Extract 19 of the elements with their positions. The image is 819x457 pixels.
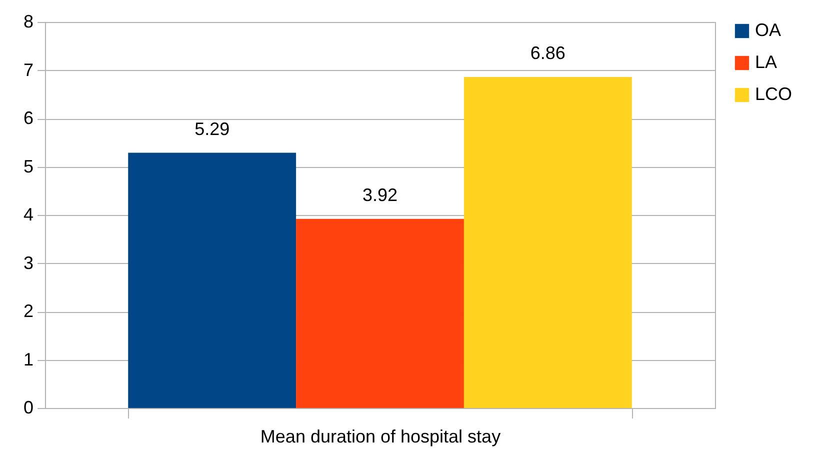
y-tick-label: 2 — [23, 301, 34, 321]
y-tick-label: 3 — [23, 252, 34, 273]
data-label: 3.92 — [362, 184, 398, 205]
bar — [296, 218, 464, 408]
y-tick-label: 0 — [23, 398, 34, 418]
bar — [128, 152, 296, 408]
y-tick-label: 1 — [23, 349, 34, 370]
data-label: 6.86 — [530, 43, 566, 64]
legend-label: OA — [755, 20, 782, 40]
y-tick-label: 6 — [23, 108, 34, 128]
y-tick-label: 4 — [23, 204, 34, 224]
legend-label: LCO — [755, 84, 792, 104]
legend-label: LA — [755, 52, 778, 72]
bar — [464, 77, 632, 408]
y-tick-label: 7 — [23, 60, 34, 80]
x-tick-label: Mean duration of hospital stay — [260, 426, 501, 446]
y-tick-label: 5 — [23, 156, 34, 176]
data-label: 5.29 — [194, 118, 230, 139]
y-tick-label: 8 — [23, 12, 34, 32]
